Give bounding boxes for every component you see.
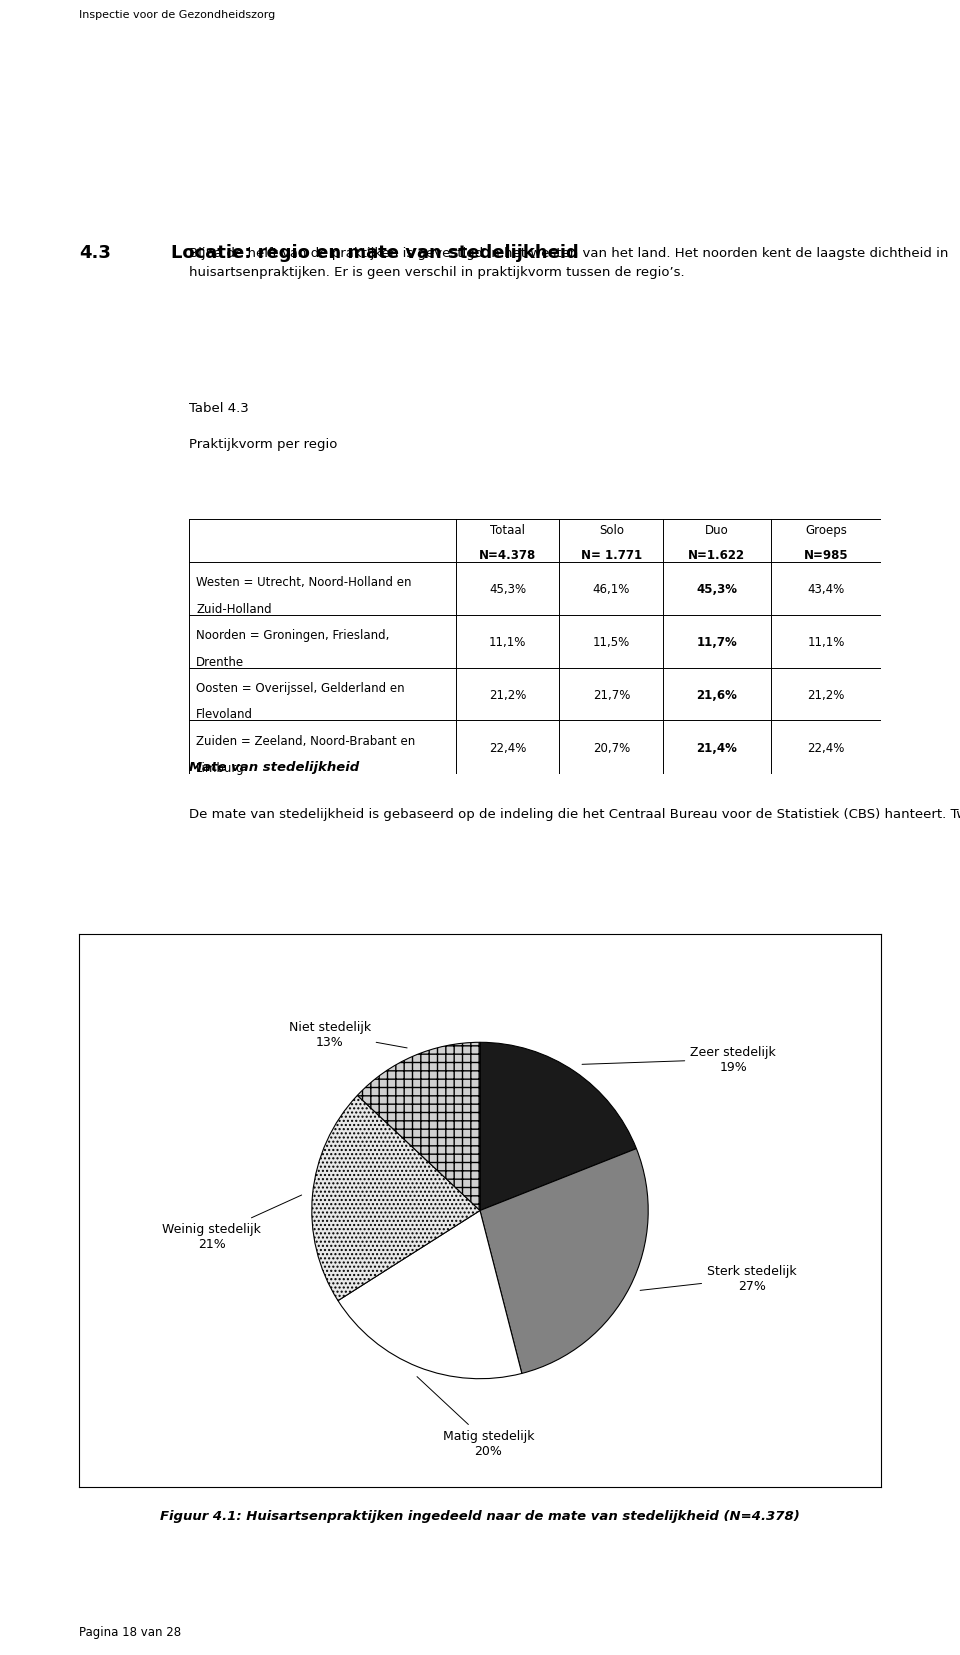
Text: Noorden = Groningen, Friesland,: Noorden = Groningen, Friesland, <box>196 629 390 642</box>
Text: 21,2%: 21,2% <box>807 688 845 702</box>
Text: Limburg: Limburg <box>196 761 245 775</box>
Text: N= 1.771: N= 1.771 <box>581 549 642 561</box>
Text: Zuid-Holland: Zuid-Holland <box>196 602 272 616</box>
Text: Bijna de helft van de praktijken is gevestigd in het westen van het land. Het no: Bijna de helft van de praktijken is geve… <box>189 247 948 280</box>
Text: Drenthe: Drenthe <box>196 655 244 669</box>
Wedge shape <box>338 1211 522 1379</box>
Wedge shape <box>480 1149 648 1374</box>
Text: Totaal: Totaal <box>490 523 525 536</box>
Text: Mate van stedelijkheid: Mate van stedelijkheid <box>189 760 359 773</box>
Text: 11,1%: 11,1% <box>807 636 845 649</box>
Text: Matig stedelijk
20%: Matig stedelijk 20% <box>417 1377 534 1458</box>
Text: Praktijkvorm per regio: Praktijkvorm per regio <box>189 439 338 450</box>
Wedge shape <box>480 1043 636 1211</box>
Text: 21,7%: 21,7% <box>592 688 630 702</box>
Text: 45,3%: 45,3% <box>696 583 737 596</box>
Text: 11,1%: 11,1% <box>489 636 526 649</box>
Text: Weinig stedelijk
21%: Weinig stedelijk 21% <box>162 1195 301 1250</box>
Wedge shape <box>357 1043 480 1211</box>
Text: Zeer stedelijk
19%: Zeer stedelijk 19% <box>582 1046 776 1074</box>
Text: Oosten = Overijssel, Gelderland en: Oosten = Overijssel, Gelderland en <box>196 682 405 695</box>
Text: N=985: N=985 <box>804 549 849 561</box>
Text: 21,2%: 21,2% <box>489 688 526 702</box>
Text: Duo: Duo <box>705 523 729 536</box>
Text: 11,5%: 11,5% <box>592 636 630 649</box>
Text: Sterk stedelijk
27%: Sterk stedelijk 27% <box>640 1264 797 1293</box>
Text: De mate van stedelijkheid is gebaseerd op de indeling die het Centraal Bureau vo: De mate van stedelijkheid is gebaseerd o… <box>189 808 960 821</box>
Text: Locatie: regio en mate van stedelijkheid: Locatie: regio en mate van stedelijkheid <box>171 243 579 261</box>
Text: 45,3%: 45,3% <box>489 583 526 596</box>
Text: Flevoland: Flevoland <box>196 708 253 722</box>
Text: 22,4%: 22,4% <box>489 741 526 755</box>
Text: Niet stedelijk
13%: Niet stedelijk 13% <box>289 1019 407 1048</box>
Text: Westen = Utrecht, Noord-Holland en: Westen = Utrecht, Noord-Holland en <box>196 576 412 589</box>
Text: 21,6%: 21,6% <box>696 688 737 702</box>
Text: 43,4%: 43,4% <box>807 583 845 596</box>
Text: Solo: Solo <box>599 523 624 536</box>
Text: 46,1%: 46,1% <box>592 583 630 596</box>
Text: 22,4%: 22,4% <box>807 741 845 755</box>
Text: 21,4%: 21,4% <box>696 741 737 755</box>
Text: N=1.622: N=1.622 <box>688 549 746 561</box>
Text: Zuiden = Zeeland, Noord-Brabant en: Zuiden = Zeeland, Noord-Brabant en <box>196 735 416 748</box>
Text: 4.3: 4.3 <box>79 243 110 261</box>
Wedge shape <box>312 1096 480 1301</box>
Text: Pagina 18 van 28: Pagina 18 van 28 <box>79 1625 180 1638</box>
Text: Groeps: Groeps <box>805 523 847 536</box>
Text: N=4.378: N=4.378 <box>479 549 536 561</box>
Text: 20,7%: 20,7% <box>592 741 630 755</box>
Text: 11,7%: 11,7% <box>697 636 737 649</box>
Text: Figuur 4.1: Huisartsenpraktijken ingedeeld naar de mate van stedelijkheid (N=4.3: Figuur 4.1: Huisartsenpraktijken ingedee… <box>160 1509 800 1523</box>
Text: Tabel 4.3: Tabel 4.3 <box>189 402 249 414</box>
Text: Inspectie voor de Gezondheidszorg: Inspectie voor de Gezondheidszorg <box>79 10 275 20</box>
